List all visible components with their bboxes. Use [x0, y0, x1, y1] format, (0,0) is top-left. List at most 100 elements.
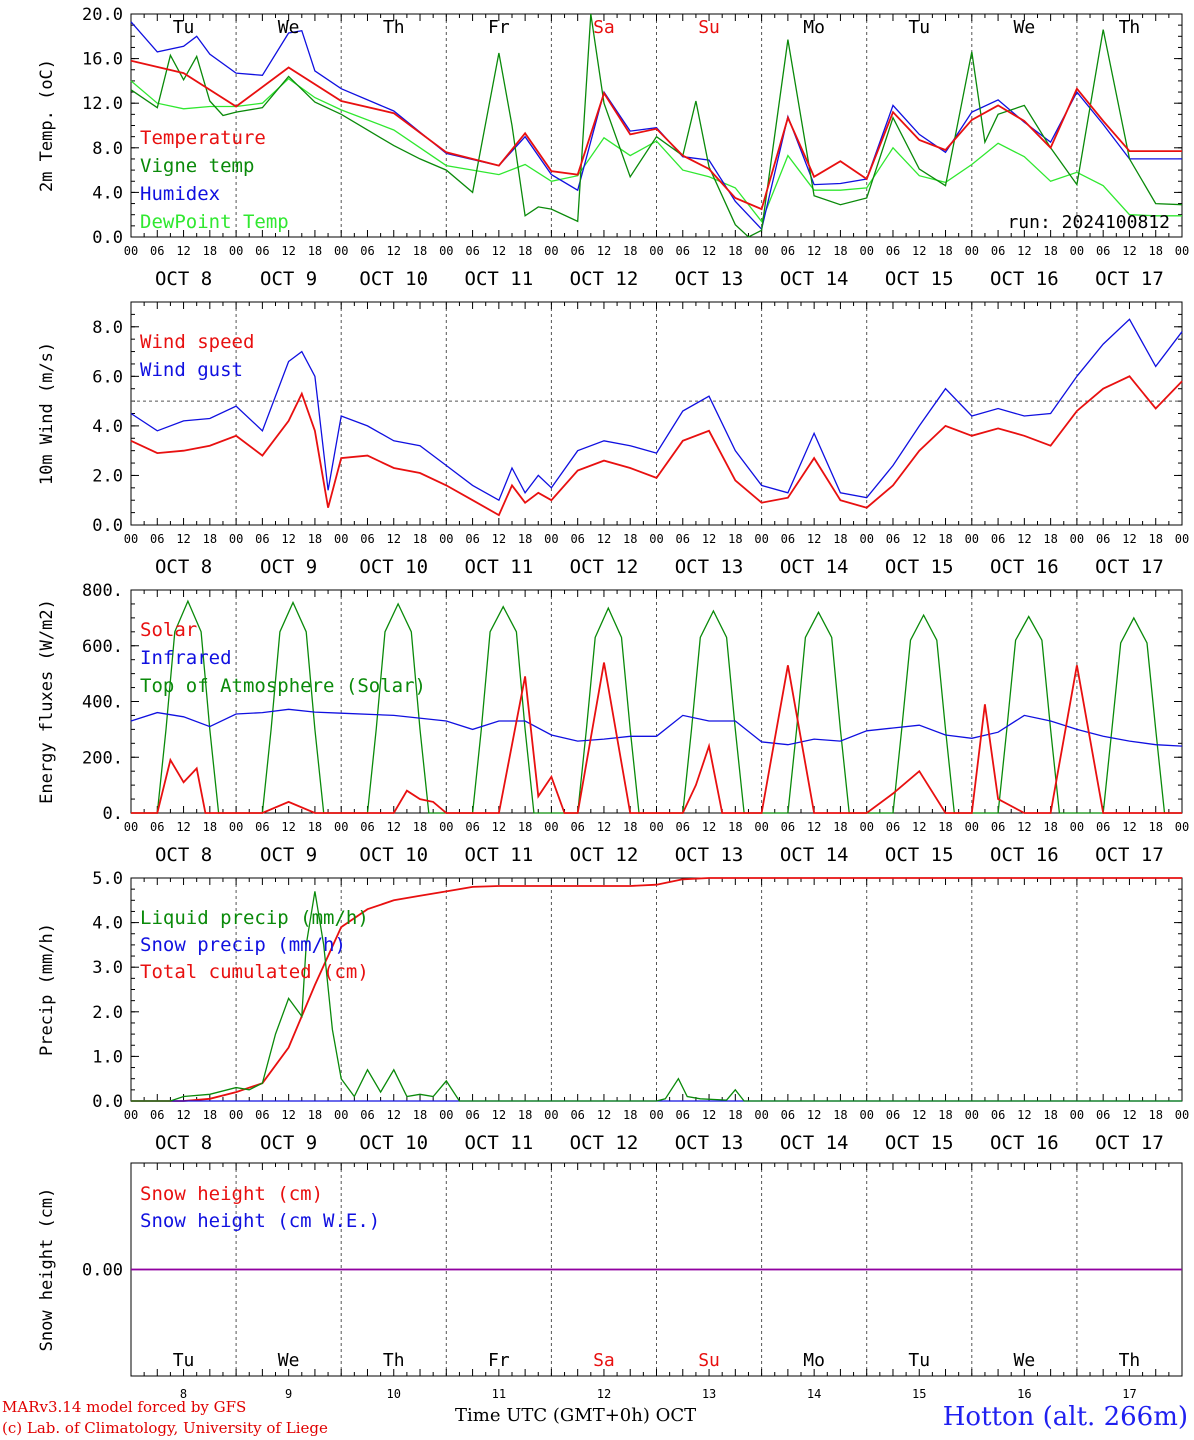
- hour-label: 06: [465, 532, 479, 546]
- hour-label: 00: [544, 1108, 558, 1122]
- hour-label: 00: [334, 1108, 348, 1122]
- hour-label: 00: [229, 244, 243, 258]
- day-name-label: Sa: [593, 1350, 615, 1371]
- hour-label: 06: [570, 244, 584, 258]
- series-line-dewpoint-temp: [130, 77, 1182, 223]
- hour-label: 06: [255, 1108, 269, 1122]
- hour-label: 18: [308, 820, 322, 834]
- y-tick-label: 4.0: [92, 914, 123, 934]
- legend-entry: Liquid precip (mm/h): [140, 907, 369, 929]
- y-tick-label: 200.: [82, 748, 123, 768]
- hour-label: 00: [439, 820, 453, 834]
- hour-label: 00: [965, 1108, 979, 1122]
- date-label: OCT 11: [465, 1132, 534, 1154]
- hour-label: 06: [255, 820, 269, 834]
- day-number-label: 16: [1017, 1387, 1031, 1401]
- day-name-label: Th: [383, 17, 405, 38]
- date-label: OCT 17: [1095, 844, 1164, 866]
- legend-entry: Top of Atmosphere (Solar): [140, 675, 426, 697]
- y-tick-label: 20.0: [82, 5, 123, 25]
- hour-label: 06: [570, 820, 584, 834]
- hour-label: 18: [1043, 532, 1057, 546]
- hour-label: 06: [150, 244, 164, 258]
- series-line-total-cumulated-cm-: [131, 877, 1182, 1102]
- credit-line-1: MARv3.14 model forced by GFS: [2, 1398, 247, 1416]
- hour-label: 00: [754, 532, 768, 546]
- hour-label: 06: [465, 820, 479, 834]
- hour-label: 00: [124, 820, 138, 834]
- date-label: OCT 10: [359, 268, 428, 290]
- hour-label: 00: [544, 820, 558, 834]
- date-label: OCT 13: [675, 268, 744, 290]
- hour-label: 06: [886, 820, 900, 834]
- hour-label: 00: [544, 532, 558, 546]
- day-number-label: 13: [702, 1387, 716, 1401]
- hour-label: 18: [413, 532, 427, 546]
- hour-label: 12: [597, 1108, 611, 1122]
- hour-label: 12: [807, 820, 821, 834]
- hour-label: 18: [623, 532, 637, 546]
- hour-label: 06: [991, 1108, 1005, 1122]
- hour-label: 12: [1122, 1108, 1136, 1122]
- date-label: OCT 12: [570, 844, 639, 866]
- hour-label: 12: [912, 532, 926, 546]
- hour-label: 00: [859, 820, 873, 834]
- hour-label: 00: [1175, 532, 1189, 546]
- hour-label: 18: [833, 820, 847, 834]
- hour-label: 00: [859, 532, 873, 546]
- date-label: OCT 13: [675, 844, 744, 866]
- hour-label: 06: [360, 532, 374, 546]
- hour-label: 00: [229, 532, 243, 546]
- day-name-label: Th: [1119, 1350, 1141, 1371]
- hour-label: 18: [728, 532, 742, 546]
- hour-label: 00: [649, 1108, 663, 1122]
- legend-entry: Snow height (cm W.E.): [140, 1210, 380, 1232]
- day-name-label: Sa: [593, 17, 615, 38]
- hour-label: 18: [518, 532, 532, 546]
- hour-label: 18: [203, 244, 217, 258]
- hour-label: 00: [544, 244, 558, 258]
- hour-label: 06: [676, 244, 690, 258]
- hour-label: 00: [229, 820, 243, 834]
- series-line-vigne-temp: [130, 13, 1183, 238]
- date-label: OCT 8: [155, 1132, 212, 1154]
- date-label: OCT 16: [990, 268, 1059, 290]
- hour-label: 06: [150, 532, 164, 546]
- hour-label: 00: [124, 532, 138, 546]
- hour-label: 12: [492, 532, 506, 546]
- date-label: OCT 14: [780, 556, 849, 578]
- hour-label: 12: [176, 1108, 190, 1122]
- date-label: OCT 11: [465, 268, 534, 290]
- hour-label: 12: [281, 532, 295, 546]
- y-tick-label: 2.0: [92, 466, 123, 486]
- date-label: OCT 12: [570, 1132, 639, 1154]
- hour-label: 18: [413, 820, 427, 834]
- hour-label: 18: [1148, 1108, 1162, 1122]
- hour-label: 00: [1175, 244, 1189, 258]
- day-name-label: Tu: [908, 17, 930, 38]
- hour-label: 00: [649, 820, 663, 834]
- hour-label: 18: [308, 244, 322, 258]
- legend-entry: Total cumulated (cm): [140, 961, 369, 983]
- hour-label: 06: [150, 820, 164, 834]
- day-name-label: Su: [698, 1350, 720, 1371]
- hour-label: 00: [1070, 532, 1084, 546]
- y-tick-label: 8.0: [92, 139, 123, 159]
- date-label: OCT 14: [780, 268, 849, 290]
- hour-label: 12: [1017, 532, 1031, 546]
- date-label: OCT 10: [359, 844, 428, 866]
- y-axis-title: Precip (mm/h): [37, 923, 57, 1056]
- hour-label: 00: [649, 532, 663, 546]
- hour-label: 06: [360, 1108, 374, 1122]
- hour-label: 18: [203, 820, 217, 834]
- hour-label: 12: [702, 1108, 716, 1122]
- y-tick-label: 4.0: [92, 417, 123, 437]
- legend-entry: Temperature: [140, 127, 266, 149]
- hour-label: 06: [781, 820, 795, 834]
- hour-label: 00: [859, 1108, 873, 1122]
- hour-label: 18: [938, 820, 952, 834]
- hour-label: 18: [938, 532, 952, 546]
- legend-entry: Humidex: [140, 183, 220, 205]
- hour-label: 18: [1148, 820, 1162, 834]
